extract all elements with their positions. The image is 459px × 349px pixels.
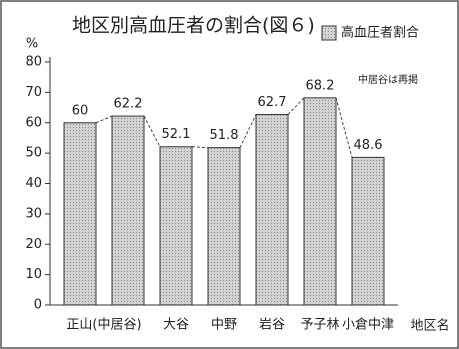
legend-swatch: [321, 25, 337, 41]
x-tick-label: 正山(中居谷): [66, 318, 141, 333]
y-tick-label: 60: [25, 115, 42, 130]
y-tick-label: 30: [25, 206, 42, 221]
bar: [255, 114, 289, 306]
connector: [191, 146, 209, 149]
value-label: 60: [72, 103, 89, 118]
y-tick-label: 70: [25, 85, 42, 100]
value-label: 62.2: [114, 97, 143, 112]
connector: [335, 97, 353, 158]
y-tick-label: 20: [25, 237, 42, 252]
value-label: 48.6: [354, 138, 383, 153]
value-label: 68.2: [306, 78, 335, 93]
x-tick-label: 中野: [211, 318, 237, 333]
bar: [351, 156, 385, 306]
bar: [111, 115, 145, 306]
connector: [95, 115, 113, 124]
y-tick-label: 0: [34, 298, 42, 313]
bar: [207, 147, 241, 306]
y-tick-label: 80: [25, 55, 42, 70]
x-tick-label: 予子林: [300, 318, 339, 333]
connector: [287, 97, 305, 115]
value-label: 62.7: [258, 95, 287, 110]
value-label: 52.1: [162, 127, 191, 142]
note: 中居谷は再掲: [358, 73, 418, 86]
bar: [63, 122, 97, 306]
x-tick-label: 岩谷: [259, 318, 285, 333]
y-axis-label: %: [26, 37, 38, 52]
x-tick-label: 小倉中津: [342, 318, 394, 333]
connector: [143, 115, 161, 147]
bar: [303, 97, 337, 306]
connector: [239, 114, 257, 148]
x-tick-label: 大谷: [163, 318, 189, 333]
y-tick-label: 50: [25, 146, 42, 161]
bar: [159, 146, 193, 306]
value-label: 51.8: [210, 128, 239, 143]
y-tick-label: 40: [25, 176, 42, 191]
legend-label: 高血圧者割合: [341, 25, 419, 41]
x-axis-label: 地区名: [410, 318, 449, 334]
chart-title: 地区別高血圧者の割合(図６): [72, 15, 315, 37]
y-tick-label: 10: [25, 267, 42, 282]
